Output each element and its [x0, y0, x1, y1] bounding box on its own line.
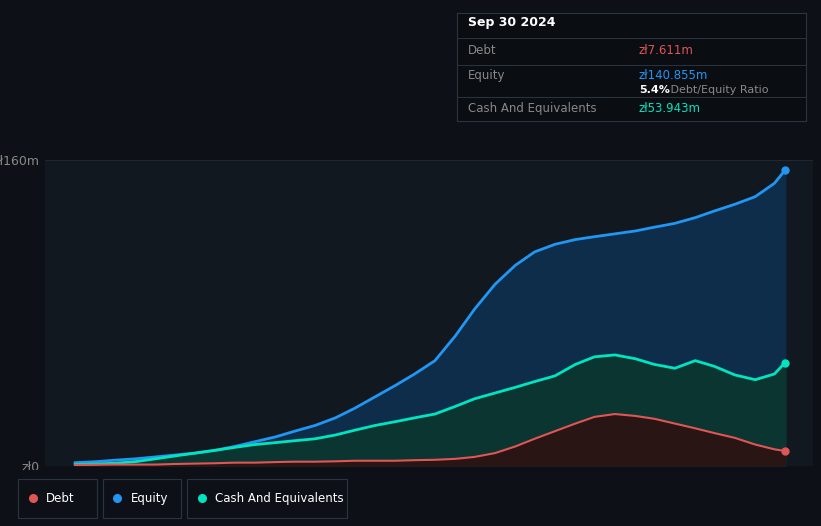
- Text: Equity: Equity: [468, 69, 505, 82]
- Text: zł140.855m: zł140.855m: [639, 69, 709, 82]
- Text: zł53.943m: zł53.943m: [639, 102, 701, 115]
- Text: Debt/Equity Ratio: Debt/Equity Ratio: [667, 85, 768, 95]
- Text: Equity: Equity: [131, 492, 168, 504]
- Text: Debt: Debt: [468, 44, 497, 57]
- Text: Debt: Debt: [46, 492, 75, 504]
- Text: Sep 30 2024: Sep 30 2024: [468, 16, 555, 29]
- Text: Cash And Equivalents: Cash And Equivalents: [468, 102, 596, 115]
- Text: 5.4%: 5.4%: [639, 85, 670, 95]
- Text: Cash And Equivalents: Cash And Equivalents: [215, 492, 344, 504]
- Text: zł7.611m: zł7.611m: [639, 44, 694, 57]
